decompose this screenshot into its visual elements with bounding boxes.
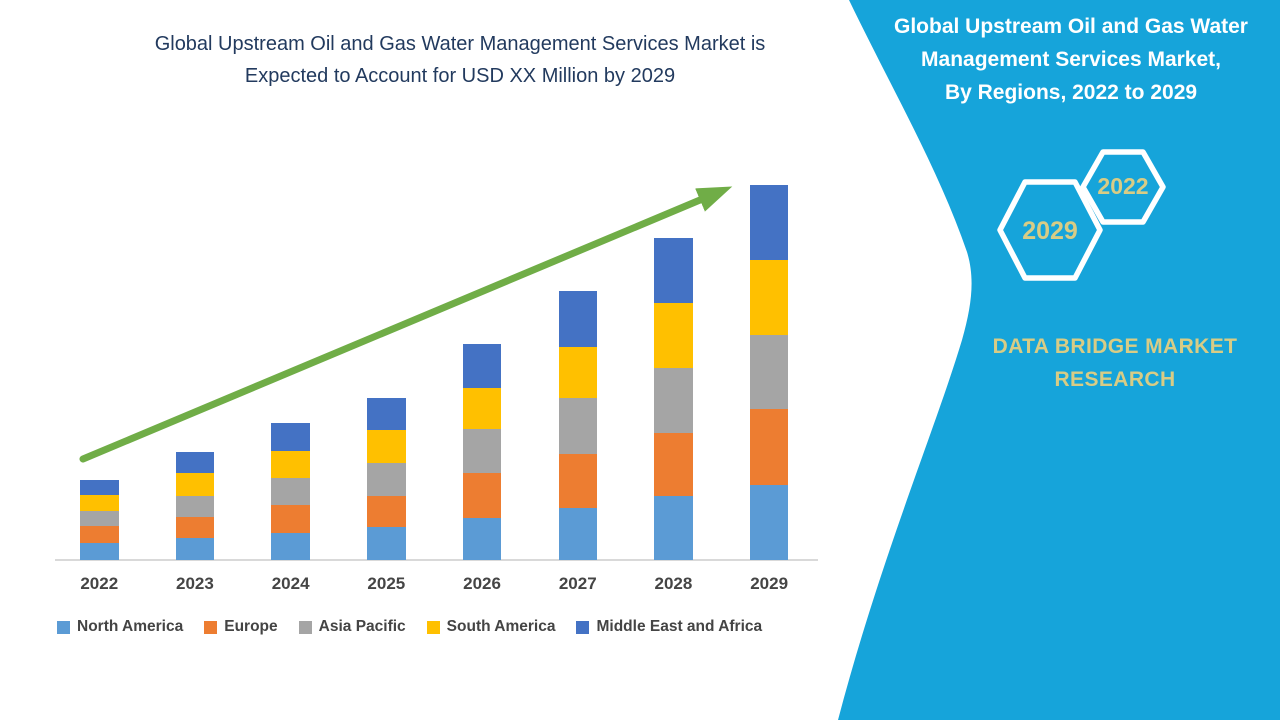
legend-item-north-america: North America (57, 618, 183, 636)
trend-arrow-line (79, 186, 733, 463)
segment-north-america-2026 (462, 518, 502, 560)
segment-asia-pacific-2022 (80, 511, 119, 526)
x-axis-label-2028: 2028 (654, 574, 693, 593)
x-axis-label-2025: 2025 (367, 574, 406, 593)
segment-north-america-2027 (558, 508, 597, 560)
segment-south-america-2024 (271, 451, 310, 478)
segment-asia-pacific-2023 (175, 496, 215, 517)
segment-middle-east-and-africa-2025 (367, 398, 406, 430)
bar-2027 (558, 291, 597, 560)
segment-asia-pacific-2027 (558, 398, 597, 454)
segment-north-america-2028 (654, 496, 693, 560)
segment-south-america-2025 (367, 430, 406, 463)
segment-middle-east-and-africa-2026 (462, 344, 502, 388)
legend-label-europe: Europe (224, 618, 278, 635)
x-axis-label-2027: 2027 (558, 574, 597, 593)
segment-north-america-2023 (175, 538, 215, 560)
brand-text: DATA BRIDGE MARKET RESEARCH (992, 335, 1238, 391)
segment-europe-2023 (175, 517, 215, 538)
segment-europe-2026 (462, 473, 502, 518)
x-axis-label-2029: 2029 (750, 574, 789, 593)
legend-label-middle-east-and-africa: Middle East and Africa (596, 618, 763, 635)
hexagon-badges: 2022 2029 (997, 149, 1166, 281)
segment-north-america-2029 (749, 485, 789, 560)
segment-asia-pacific-2029 (749, 335, 789, 409)
hexagon-2029-label: 2029 (1022, 217, 1078, 245)
legend-item-asia-pacific: Asia Pacific (298, 618, 406, 636)
x-axis-label-2024: 2024 (271, 574, 310, 593)
segment-south-america-2027 (558, 347, 597, 398)
legend-label-north-america: North America (77, 618, 184, 635)
segment-middle-east-and-africa-2029 (749, 185, 789, 260)
segment-middle-east-and-africa-2028 (654, 238, 693, 303)
bar-2024 (271, 423, 310, 560)
legend-swatch-middle-east-and-africa (576, 620, 590, 634)
x-axis-label-2026: 2026 (463, 574, 501, 593)
bar-2026 (462, 344, 502, 560)
segment-south-america-2022 (80, 495, 119, 511)
x-axis-line (55, 559, 818, 561)
segment-asia-pacific-2025 (367, 463, 406, 496)
legend-swatch-north-america (57, 620, 70, 634)
right-panel-title: Global Upstream Oil and Gas Water Manage… (894, 15, 1248, 104)
segment-europe-2025 (367, 496, 406, 527)
segment-europe-2028 (654, 433, 693, 496)
segment-middle-east-and-africa-2022 (80, 480, 119, 495)
hexagon-2022-label: 2022 (1097, 173, 1148, 199)
segment-middle-east-and-africa-2023 (175, 452, 215, 473)
legend-swatch-europe (204, 620, 218, 634)
segment-europe-2024 (271, 505, 310, 533)
legend-item-europe: Europe (204, 618, 278, 636)
chart-title: Global Upstream Oil and Gas Water Manage… (154, 33, 766, 87)
segment-north-america-2022 (80, 543, 119, 560)
chart-legend: North America Europe Asia Pacific South Ame… (57, 618, 762, 636)
segment-asia-pacific-2026 (462, 429, 502, 473)
hexagon-2022 (1080, 149, 1166, 225)
legend-swatch-south-america (426, 620, 440, 634)
x-axis-label-2022: 2022 (80, 574, 119, 593)
bar-2022 (80, 480, 119, 560)
segment-middle-east-and-africa-2027 (558, 291, 597, 347)
segment-middle-east-and-africa-2024 (271, 423, 310, 451)
segment-europe-2027 (558, 454, 597, 508)
legend-label-asia-pacific: Asia Pacific (318, 618, 406, 635)
hexagon-2029 (997, 179, 1103, 281)
legend-label-south-america: South America (446, 618, 556, 635)
bar-2028 (654, 238, 693, 560)
segment-south-america-2023 (175, 473, 215, 496)
bar-2025 (367, 398, 406, 560)
bar-2029 (749, 185, 789, 560)
segment-north-america-2024 (271, 533, 310, 560)
legend-item-middle-east-and-africa: Middle East and Africa (576, 618, 762, 636)
legend-swatch-asia-pacific (298, 620, 312, 634)
legend-item-south-america: South America (426, 618, 556, 636)
segment-asia-pacific-2028 (654, 368, 693, 433)
segment-asia-pacific-2024 (271, 478, 310, 505)
segment-south-america-2026 (462, 388, 502, 429)
segment-south-america-2028 (654, 303, 693, 368)
cyan-wave-shape (838, 0, 1280, 720)
segment-europe-2029 (749, 409, 789, 485)
bar-2023 (175, 452, 215, 560)
segment-south-america-2029 (749, 260, 789, 335)
segment-north-america-2025 (367, 527, 406, 560)
segment-europe-2022 (80, 526, 119, 543)
x-axis-label-2023: 2023 (176, 574, 214, 593)
